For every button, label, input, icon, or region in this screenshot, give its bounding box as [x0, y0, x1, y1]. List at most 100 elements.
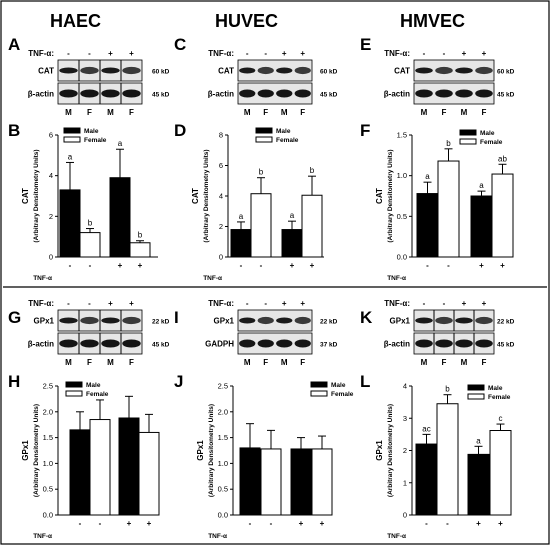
legend-swatch-female: [65, 390, 83, 397]
bar-male: [118, 417, 140, 516]
blot-loading-kd: 45 kD: [152, 92, 170, 99]
blot-band: [80, 66, 99, 75]
blot-target-label: GPx1: [214, 317, 235, 326]
legend-label-male: Male: [488, 385, 503, 392]
blot-band: [80, 89, 99, 98]
blot-target-label: CAT: [394, 67, 410, 76]
blot-target-frame: [237, 309, 313, 332]
y-axis-sublabel: (Arbitrary Densitometry Units): [33, 149, 40, 242]
blot-loading-kd: 45 kD: [497, 92, 515, 99]
bar-male: [230, 229, 252, 258]
legend-swatch-female: [467, 393, 485, 400]
y-tick-label: 4: [219, 192, 223, 201]
blot-band: [101, 339, 120, 348]
x-tick-sign: -: [426, 261, 429, 270]
blot-tnf-label: TNF-α:: [384, 49, 410, 58]
y-tick-label: 0.5: [218, 485, 228, 494]
blot-band: [122, 316, 141, 325]
panel-letter-k: K: [360, 308, 373, 327]
legend-swatch-male: [467, 384, 485, 391]
blot-tnf-sign: +: [282, 299, 287, 308]
legend-label-male: Male: [276, 128, 291, 135]
blot-target-kd: 60 kD: [152, 69, 170, 76]
blot-sex-label: M: [244, 358, 251, 367]
y-axis-label: GPx1: [375, 440, 384, 461]
blot-band: [101, 89, 120, 98]
legend-label-male: Male: [480, 130, 495, 137]
blot-tnf-sign: +: [129, 299, 134, 308]
blot-tnf-sign: -: [264, 299, 267, 308]
blot-sex-label: M: [461, 358, 468, 367]
blot-target-label: CAT: [38, 67, 54, 76]
blot-band: [294, 316, 311, 325]
y-tick-label: 2.5: [218, 382, 228, 391]
blot-tnf-sign: -: [246, 49, 249, 58]
legend-label-female: Female: [276, 137, 299, 144]
bar-male: [467, 453, 490, 516]
blot-sex-label: F: [442, 358, 447, 367]
blot-band: [276, 89, 293, 98]
blot-tnf-sign: -: [443, 299, 446, 308]
legend-swatch-female: [459, 138, 477, 145]
y-tick-label: 1.0: [397, 171, 407, 180]
bar-male: [415, 443, 438, 516]
significance-letter: a: [476, 436, 481, 445]
bar-female: [260, 448, 282, 516]
blot-sex-label: M: [65, 358, 72, 367]
y-tick-label: 1.5: [218, 433, 228, 442]
blot-band: [475, 89, 493, 98]
column-title-hmvec: HMVEC: [400, 11, 465, 31]
blot-band: [239, 317, 256, 324]
blot-band: [475, 339, 493, 348]
significance-letter: b: [446, 139, 451, 148]
blot-sex-label: M: [421, 358, 428, 367]
x-tick-sign: -: [249, 519, 252, 528]
y-tick-label: 0.0: [43, 511, 53, 520]
bar-male: [69, 429, 91, 516]
blot-loading-kd: 45 kD: [320, 92, 338, 99]
blot-sex-label: F: [482, 108, 487, 117]
legend-swatch-female: [63, 136, 81, 143]
bar-female: [129, 242, 151, 258]
blot-tnf-sign: -: [264, 49, 267, 58]
significance-letter: a: [479, 181, 484, 190]
y-axis-label: CAT: [21, 188, 30, 204]
blot-band: [455, 339, 473, 348]
blot-sex-label: F: [263, 108, 268, 117]
bar-female: [489, 430, 512, 516]
blot-band: [455, 67, 473, 74]
bar-female: [79, 232, 101, 258]
legend-label-female: Female: [84, 137, 107, 144]
bar-female: [250, 193, 272, 258]
x-tick-sign: +: [498, 519, 503, 528]
blot-band: [101, 67, 120, 74]
significance-letter: b: [138, 231, 143, 240]
x-tick-sign: +: [290, 261, 295, 270]
blot-loading-label: β-actin: [28, 90, 54, 99]
blot-tnf-sign: -: [443, 49, 446, 58]
y-tick-label: 0: [49, 253, 53, 262]
panel-letter-d: D: [174, 121, 186, 140]
blot-tnf-sign: -: [246, 299, 249, 308]
blot-tnf-sign: -: [88, 299, 91, 308]
blot-band: [415, 89, 433, 98]
significance-letter: ab: [498, 154, 507, 163]
blot-band: [475, 66, 493, 75]
blot-target-kd: 22 kD: [152, 319, 170, 326]
legend-swatch-male: [65, 381, 83, 388]
blot-loading-label: β-actin: [384, 90, 410, 99]
x-tick-sign: +: [476, 519, 481, 528]
blot-band: [59, 89, 78, 98]
y-axis-label: CAT: [191, 188, 200, 204]
blot-band: [294, 339, 311, 348]
y-tick-label: 3: [403, 414, 407, 423]
blot-band: [294, 89, 311, 98]
blot-band: [80, 316, 99, 325]
blot-tnf-label: TNF-α:: [384, 299, 410, 308]
bar-female: [89, 419, 111, 516]
blot-band: [276, 339, 293, 348]
significance-letter: a: [68, 152, 73, 161]
blot-tnf-sign: -: [67, 299, 70, 308]
blot-band: [294, 66, 311, 75]
